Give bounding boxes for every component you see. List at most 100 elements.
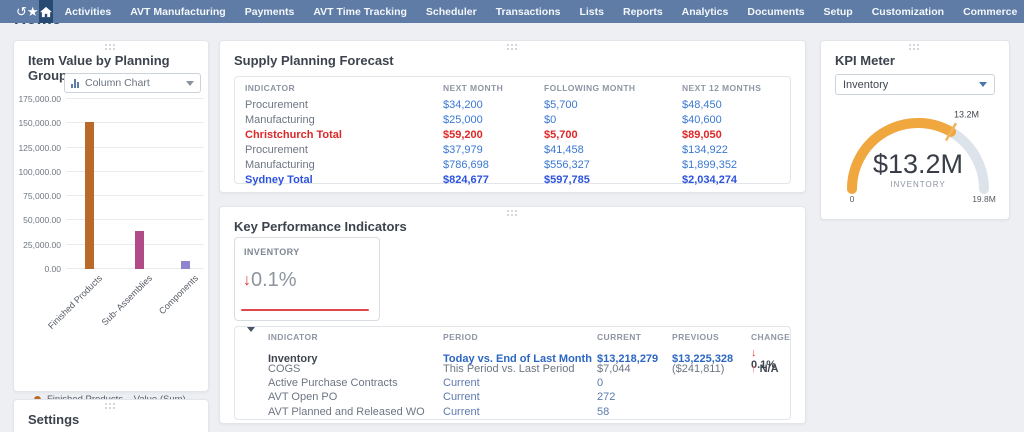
kpi-current-cell: 0 bbox=[597, 377, 672, 389]
supply-following-month-cell: $556,327 bbox=[544, 159, 682, 171]
column-chart-icon bbox=[71, 78, 79, 88]
chart-type-select[interactable]: Column Chart bbox=[64, 73, 201, 93]
nav-item-documents[interactable]: Documents bbox=[747, 6, 804, 18]
kpi-meter-select-value: Inventory bbox=[843, 79, 979, 91]
table-row[interactable]: Christchurch Total$59,200$5,700$89,050 bbox=[245, 128, 780, 143]
kpi-table: INDICATORPERIODCURRENTPREVIOUSCHANGE Inv… bbox=[234, 326, 791, 420]
nav-item-payments[interactable]: Payments bbox=[245, 6, 295, 18]
nav-item-lists[interactable]: Lists bbox=[579, 6, 604, 18]
nav-item-reports[interactable]: Reports bbox=[623, 6, 663, 18]
item-value-panel: Item Value by Planning Group Column Char… bbox=[13, 40, 209, 392]
home-icon bbox=[39, 6, 53, 18]
y-tick-label: 125,000.00 bbox=[14, 143, 61, 153]
table-row[interactable]: Active Purchase ContractsCurrent0 bbox=[245, 376, 780, 390]
svg-text:INVENTORY: INVENTORY bbox=[890, 180, 945, 189]
table-row[interactable]: Procurement$34,200$5,700$48,450 bbox=[245, 98, 780, 113]
drag-handle-icon[interactable] bbox=[105, 44, 117, 52]
table-row[interactable]: Procurement$37,979$41,458$134,922 bbox=[245, 143, 780, 158]
svg-text:19.8M: 19.8M bbox=[972, 194, 996, 204]
supply-following-month-cell: $597,785 bbox=[544, 174, 682, 186]
arrow-down-icon: ↓ bbox=[243, 272, 251, 290]
drag-handle-icon[interactable] bbox=[507, 44, 519, 52]
y-tick-label: 75,000.00 bbox=[14, 191, 61, 201]
supply-forecast-table: INDICATORNEXT MONTHFOLLOWING MONTHNEXT 1… bbox=[234, 76, 791, 184]
bar-chart-y-axis: 0.0025,000.0050,000.0075,000.00100,000.0… bbox=[14, 99, 61, 269]
supply-indicator-cell: Christchurch Total bbox=[245, 129, 443, 141]
bar-components[interactable] bbox=[181, 261, 190, 269]
table-row[interactable]: Sydney Total$824,677$597,785$2,034,274 bbox=[245, 172, 780, 187]
drag-handle-icon[interactable] bbox=[105, 403, 117, 411]
kpi-indicator-cell: COGS bbox=[268, 363, 443, 375]
nav-item-analytics[interactable]: Analytics bbox=[682, 6, 729, 18]
kpi-period-cell[interactable]: Current bbox=[443, 406, 597, 418]
table-row[interactable]: AVT Open POCurrent272 bbox=[245, 390, 780, 404]
collapse-caret-icon[interactable] bbox=[245, 332, 268, 342]
supply-table-body: Procurement$34,200$5,700$48,450Manufactu… bbox=[245, 98, 780, 187]
home-tab[interactable] bbox=[39, 0, 53, 23]
nav-menu: Activities AVT Manufacturing Payments AVT T… bbox=[65, 6, 1024, 18]
supply-next-12-months-cell: $2,034,274 bbox=[682, 174, 780, 186]
supply-col-header: NEXT MONTH bbox=[443, 83, 544, 93]
supply-indicator-cell: Manufacturing bbox=[245, 114, 443, 126]
nav-item-avt-time-tracking[interactable]: AVT Time Tracking bbox=[313, 6, 407, 18]
kpi-current-cell: 272 bbox=[597, 391, 672, 403]
kpi-meter-select[interactable]: Inventory bbox=[835, 74, 995, 95]
kpi-gauge: 13.2M $13.2M INVENTORY 0 19.8M bbox=[833, 103, 1003, 210]
supply-next-12-months-cell: $40,600 bbox=[682, 114, 780, 126]
nav-item-customization[interactable]: Customization bbox=[872, 6, 944, 18]
supply-following-month-cell: $41,458 bbox=[544, 144, 682, 156]
bar-chart-plot bbox=[66, 99, 204, 269]
nav-item-avt-manufacturing[interactable]: AVT Manufacturing bbox=[130, 6, 225, 18]
kpi-col-header: CURRENT bbox=[597, 332, 672, 342]
supply-forecast-panel: Supply Planning Forecast INDICATORNEXT M… bbox=[219, 40, 806, 193]
bar-finished-products[interactable] bbox=[85, 122, 94, 269]
nav-item-scheduler[interactable]: Scheduler bbox=[426, 6, 477, 18]
kpi-period-cell[interactable]: Current bbox=[443, 377, 597, 389]
kpi-period-cell[interactable]: Current bbox=[443, 391, 597, 403]
supply-indicator-cell: Sydney Total bbox=[245, 174, 443, 186]
kpi-inventory-tile[interactable]: INVENTORY ↓ 0.1% bbox=[234, 237, 380, 321]
supply-col-header: INDICATOR bbox=[245, 83, 443, 93]
kpi-period-cell[interactable]: This Period vs. Last Period bbox=[443, 363, 597, 375]
nav-item-transactions[interactable]: Transactions bbox=[496, 6, 561, 18]
kpi-indicator-cell: Active Purchase Contracts bbox=[268, 377, 443, 389]
top-nav: ↺ ★ ActivitiesAVT ManufacturingPaymentsA… bbox=[0, 0, 1024, 23]
chart-type-value: Column Chart bbox=[85, 77, 180, 89]
arrow-down-icon: ↓ bbox=[751, 347, 757, 359]
kpi-current-cell: $7,044 bbox=[597, 363, 672, 375]
table-row[interactable]: Manufacturing$25,000$0$40,600 bbox=[245, 113, 780, 128]
nav-item-activities[interactable]: Activities bbox=[65, 6, 112, 18]
kpi-tile-value: ↓ 0.1% bbox=[235, 257, 379, 292]
kpi-col-header: PREVIOUS bbox=[672, 332, 751, 342]
supply-next-month-cell: $824,677 bbox=[443, 174, 544, 186]
bar-sub--assemblies[interactable] bbox=[135, 231, 144, 269]
star-icon[interactable]: ★ bbox=[27, 0, 39, 23]
nav-item-commerce[interactable]: Commerce bbox=[963, 6, 1017, 18]
supply-next-12-months-cell: $48,450 bbox=[682, 99, 780, 111]
kpi-col-header: CHANGE bbox=[751, 332, 790, 342]
history-icon[interactable]: ↺ bbox=[16, 0, 27, 23]
svg-text:13.2M: 13.2M bbox=[954, 110, 979, 120]
supply-next-12-months-cell: $89,050 bbox=[682, 129, 780, 141]
supply-next-month-cell: $25,000 bbox=[443, 114, 544, 126]
chevron-down-icon bbox=[979, 82, 987, 87]
arrow-up-icon: ↑ bbox=[751, 363, 760, 375]
y-tick-label: 100,000.00 bbox=[14, 167, 61, 177]
y-tick-label: 50,000.00 bbox=[14, 215, 61, 225]
svg-text:0: 0 bbox=[850, 194, 855, 204]
drag-handle-icon[interactable] bbox=[507, 210, 519, 218]
x-tick-label: Components bbox=[157, 273, 200, 316]
drag-handle-icon[interactable] bbox=[909, 44, 921, 52]
kpi-tile-underline bbox=[241, 309, 369, 311]
table-row[interactable]: InventoryToday vs. End of Last Month$13,… bbox=[245, 347, 780, 361]
kpi-previous-cell: ($241,811) bbox=[672, 363, 751, 375]
table-row[interactable]: Manufacturing$786,698$556,327$1,899,352 bbox=[245, 158, 780, 173]
supply-table-header: INDICATORNEXT MONTHFOLLOWING MONTHNEXT 1… bbox=[245, 77, 780, 98]
nav-item-setup[interactable]: Setup bbox=[824, 6, 853, 18]
supply-col-header: NEXT 12 MONTHS bbox=[682, 83, 780, 93]
table-row[interactable]: COGSThis Period vs. Last Period$7,044($2… bbox=[245, 361, 780, 375]
x-tick-label: Finished Products bbox=[47, 273, 105, 331]
table-row[interactable]: AVT Planned and Released WOCurrent58 bbox=[245, 405, 780, 419]
y-tick-label: 175,000.00 bbox=[14, 94, 61, 104]
kpi-change-value: N/A bbox=[760, 363, 779, 375]
